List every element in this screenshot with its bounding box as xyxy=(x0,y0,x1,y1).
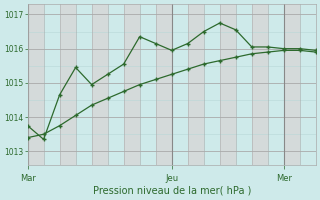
Bar xyxy=(236,4,252,165)
Bar xyxy=(156,4,172,165)
Bar xyxy=(300,4,316,165)
Bar xyxy=(44,4,60,165)
Bar xyxy=(60,4,76,165)
Bar xyxy=(140,4,156,165)
Bar xyxy=(76,4,92,165)
Bar xyxy=(124,4,140,165)
Bar xyxy=(268,4,284,165)
Bar xyxy=(284,4,300,165)
Bar xyxy=(92,4,108,165)
X-axis label: Pression niveau de la mer( hPa ): Pression niveau de la mer( hPa ) xyxy=(92,186,251,196)
Bar xyxy=(28,4,44,165)
Bar xyxy=(204,4,220,165)
Bar xyxy=(172,4,188,165)
Bar xyxy=(188,4,204,165)
Bar xyxy=(252,4,268,165)
Bar xyxy=(220,4,236,165)
Bar xyxy=(108,4,124,165)
